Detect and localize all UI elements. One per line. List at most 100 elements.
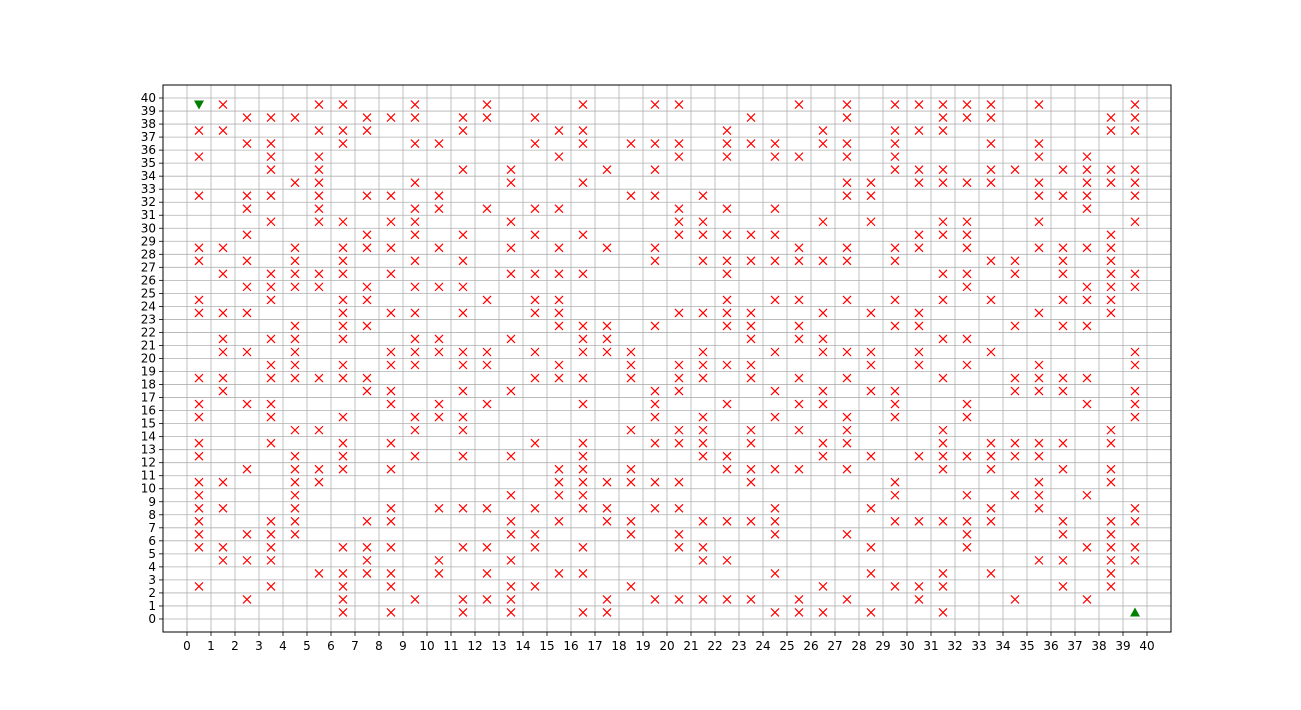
obstacle-marker xyxy=(650,386,660,396)
obstacle-marker xyxy=(386,386,396,396)
obstacle-marker xyxy=(1082,178,1092,188)
obstacle-marker xyxy=(266,165,276,175)
obstacle-marker xyxy=(890,100,900,109)
start-marker xyxy=(194,100,204,110)
obstacle-marker xyxy=(1010,165,1020,175)
y-tick-label: 31 xyxy=(141,208,156,222)
obstacle-marker xyxy=(674,477,684,487)
x-tick-label: 15 xyxy=(539,639,554,653)
obstacle-marker xyxy=(938,217,948,227)
obstacle-marker xyxy=(890,139,900,149)
obstacle-marker xyxy=(722,204,732,214)
obstacle-marker xyxy=(986,451,996,461)
obstacle-marker xyxy=(962,178,972,188)
obstacle-marker xyxy=(218,308,228,318)
obstacle-marker xyxy=(1130,178,1140,188)
y-tick-label: 26 xyxy=(141,273,156,287)
obstacle-marker xyxy=(338,256,348,266)
obstacle-marker xyxy=(1130,503,1140,513)
obstacle-marker xyxy=(770,386,780,396)
obstacle-marker xyxy=(1034,386,1044,396)
x-tick-label: 20 xyxy=(659,639,674,653)
obstacle-marker xyxy=(242,191,252,201)
obstacle-marker xyxy=(266,295,276,305)
obstacle-marker xyxy=(746,373,756,383)
obstacle-marker xyxy=(1106,113,1116,122)
obstacle-marker xyxy=(530,581,540,591)
obstacle-marker xyxy=(842,152,852,162)
y-tick-label: 27 xyxy=(141,260,156,274)
obstacle-marker xyxy=(914,451,924,461)
x-tick-label: 34 xyxy=(995,639,1010,653)
obstacle-marker xyxy=(290,490,300,500)
obstacle-marker xyxy=(938,178,948,188)
obstacle-marker xyxy=(722,295,732,305)
obstacle-marker xyxy=(362,516,372,526)
obstacle-marker xyxy=(266,555,276,565)
obstacle-marker xyxy=(938,334,948,344)
obstacle-marker xyxy=(722,595,732,604)
obstacle-marker xyxy=(410,204,420,214)
obstacle-marker xyxy=(842,256,852,266)
obstacle-marker xyxy=(818,581,828,591)
obstacle-marker xyxy=(1058,516,1068,526)
obstacle-marker xyxy=(674,503,684,513)
obstacle-marker xyxy=(794,334,804,344)
obstacle-marker xyxy=(554,295,564,305)
obstacle-marker xyxy=(962,282,972,292)
obstacle-marker xyxy=(1082,373,1092,383)
obstacle-marker xyxy=(986,464,996,474)
obstacle-marker xyxy=(1106,516,1116,526)
obstacle-marker xyxy=(722,126,732,136)
obstacle-marker xyxy=(1106,256,1116,266)
obstacle-marker xyxy=(458,360,468,370)
obstacle-marker xyxy=(290,360,300,370)
obstacle-marker xyxy=(698,347,708,357)
x-tick-label: 8 xyxy=(375,639,383,653)
obstacle-marker xyxy=(1130,282,1140,292)
obstacle-marker xyxy=(458,347,468,357)
x-tick-label: 27 xyxy=(827,639,842,653)
obstacle-marker xyxy=(1082,399,1092,409)
obstacle-marker xyxy=(554,490,564,500)
obstacle-marker xyxy=(242,595,252,604)
obstacle-marker xyxy=(626,464,636,474)
obstacle-marker xyxy=(554,308,564,318)
obstacle-marker xyxy=(362,295,372,305)
obstacle-marker xyxy=(890,581,900,591)
obstacle-marker xyxy=(386,113,396,122)
obstacle-marker xyxy=(770,204,780,214)
obstacle-marker xyxy=(242,113,252,122)
obstacle-marker xyxy=(770,230,780,240)
obstacle-marker xyxy=(818,217,828,227)
obstacle-marker xyxy=(1130,555,1140,565)
obstacle-marker xyxy=(1082,152,1092,162)
obstacle-marker xyxy=(482,295,492,305)
obstacle-marker xyxy=(482,399,492,409)
obstacle-marker xyxy=(938,295,948,305)
obstacle-marker xyxy=(362,282,372,292)
obstacle-marker xyxy=(1130,113,1140,122)
y-tick-label: 21 xyxy=(141,338,156,352)
obstacle-marker xyxy=(578,269,588,279)
obstacle-marker xyxy=(1082,191,1092,201)
obstacle-marker xyxy=(338,321,348,331)
y-tick-label: 2 xyxy=(148,586,156,600)
obstacle-marker xyxy=(1130,542,1140,552)
obstacle-marker xyxy=(1082,204,1092,214)
obstacle-marker xyxy=(434,412,444,422)
obstacle-marker xyxy=(842,100,852,109)
y-tick-label: 10 xyxy=(141,482,156,496)
obstacle-marker xyxy=(290,503,300,513)
obstacle-marker xyxy=(338,451,348,461)
obstacle-marker xyxy=(482,503,492,513)
obstacle-marker xyxy=(506,243,516,253)
obstacle-marker xyxy=(1058,529,1068,539)
obstacle-marker xyxy=(434,555,444,565)
obstacle-marker xyxy=(1034,373,1044,383)
obstacle-marker xyxy=(434,282,444,292)
obstacle-marker xyxy=(818,334,828,344)
y-tick-label: 9 xyxy=(148,495,156,509)
obstacle-marker xyxy=(338,100,348,109)
